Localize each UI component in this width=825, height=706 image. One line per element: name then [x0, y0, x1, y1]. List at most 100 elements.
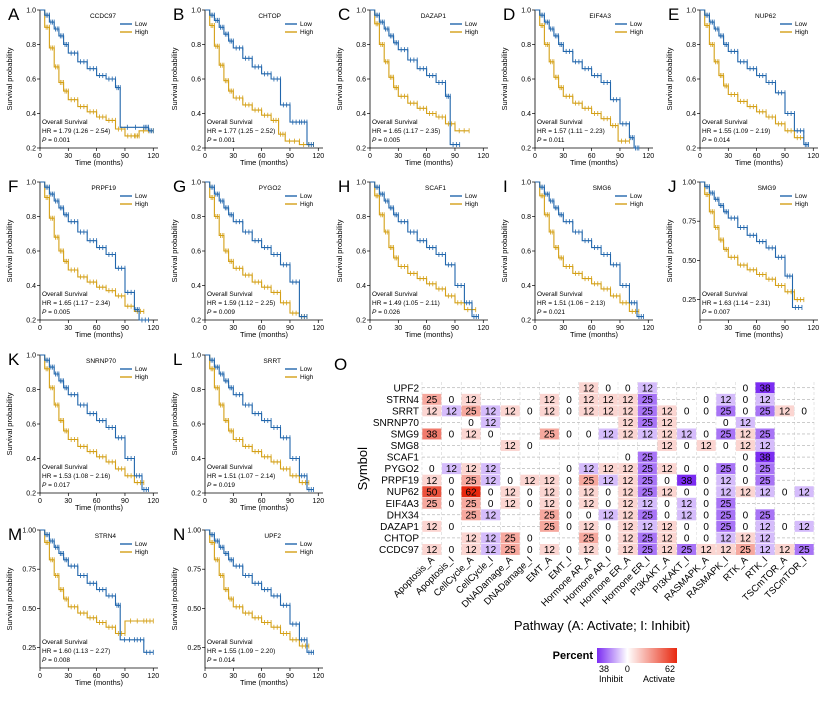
y-tick-label: 0.8 — [356, 214, 366, 221]
low-curve — [40, 181, 149, 321]
heatmap-cell-value: 25 — [759, 476, 771, 487]
x-tick-label: 60 — [423, 325, 431, 332]
heatmap-cell-value: 12 — [583, 395, 595, 406]
legend-high-label: High — [630, 29, 644, 36]
heatmap-cell-value: 25 — [505, 545, 517, 556]
x-tick-label: 90 — [121, 325, 129, 332]
x-axis-label: Time (months) — [75, 678, 124, 687]
legend-high-label: High — [465, 29, 479, 36]
x-tick-label: 60 — [93, 153, 101, 160]
y-tick-label: 1.00 — [187, 528, 201, 535]
x-tick-label: 30 — [64, 673, 72, 680]
y-axis-label: Survival probability — [335, 219, 344, 282]
heatmap-cell — [735, 474, 755, 486]
y-tick-label: 1.00 — [22, 528, 36, 535]
legend-gene-title: CCDC97 — [90, 13, 116, 20]
heatmap-cell-value: 0 — [605, 383, 611, 394]
heatmap-cell-value: 12 — [622, 476, 634, 487]
heatmap-cell — [539, 497, 559, 509]
x-axis-label: Time (months) — [240, 330, 289, 339]
heatmap-cell-value: 0 — [566, 487, 572, 498]
heatmap-cell — [441, 474, 461, 486]
heatmap-cell — [696, 405, 716, 417]
y-tick-label: 0.6 — [191, 77, 201, 84]
heatmap-cell-value: 25 — [465, 499, 477, 510]
heatmap-cell — [520, 532, 540, 544]
heatmap-cell-value: 0 — [566, 406, 572, 417]
heatmap-cell-value: 12 — [583, 464, 595, 475]
low-curve — [205, 354, 314, 491]
legend-gene-title: SRRT — [263, 358, 281, 365]
heatmap-cell-value: 0 — [605, 487, 611, 498]
x-tick-label: 120 — [642, 325, 654, 332]
heatmap-row-label: NUP62 — [387, 487, 420, 498]
heatmap-cell — [755, 474, 775, 486]
heatmap-cell — [461, 532, 481, 544]
heatmap-cell-value: 0 — [684, 464, 690, 475]
y-tick-label: 0.8 — [191, 42, 201, 49]
heatmap-row-label: SRRT — [392, 406, 419, 417]
heatmap-cell-value: 12 — [720, 487, 732, 498]
heatmap-cell-value: 0 — [684, 406, 690, 417]
heatmap-cell — [637, 416, 657, 428]
heatmap-cell-value: 50 — [426, 487, 438, 498]
legend-low-label: Low — [465, 193, 477, 200]
y-tick-label: 0.8 — [356, 42, 366, 49]
p-value-symbol: P — [207, 137, 212, 144]
heatmap-cell — [696, 474, 716, 486]
x-tick-label: 90 — [451, 325, 459, 332]
legend-high-label: High — [300, 201, 314, 208]
heatmap-row-label: PRPF19 — [381, 476, 419, 487]
x-tick-label: 30 — [64, 498, 72, 505]
heatmap-cell — [657, 405, 677, 417]
heatmap-cell — [735, 532, 755, 544]
legend-tick-activate: 62 — [665, 664, 675, 674]
y-tick-label: 0.6 — [191, 422, 201, 429]
legend-gene-title: SMG9 — [758, 185, 777, 192]
panel-letter: A — [8, 5, 20, 24]
heatmap-cell-value: 25 — [720, 510, 732, 521]
heatmap-cell — [618, 463, 638, 475]
legend-high-label: High — [135, 374, 149, 381]
heatmap-row-label: EIF4A3 — [386, 499, 420, 510]
x-tick-label: 90 — [286, 325, 294, 332]
heatmap-cell — [500, 486, 520, 498]
p-value-number: = 0.014 — [706, 137, 730, 144]
heatmap-cell-value: 12 — [661, 430, 673, 441]
heatmap-cell — [539, 405, 559, 417]
heatmap-cell — [598, 463, 618, 475]
legend-gene-title: UPF2 — [264, 533, 281, 540]
heatmap-row-label: CHTOP — [384, 533, 419, 544]
hazard-ratio: HR = 1.60 (1.13 − 2.27) — [42, 648, 110, 655]
km-panel-C: C Survival probability Time (months) 1.0 0.8… — [335, 5, 489, 167]
heatmap-cell-value: 12 — [603, 430, 615, 441]
heatmap-cell-value: 25 — [544, 430, 556, 441]
high-curve — [535, 9, 630, 142]
p-value-symbol: P — [42, 309, 47, 316]
x-tick-label: 60 — [258, 498, 266, 505]
x-axis-label: Time (months) — [405, 330, 454, 339]
hazard-ratio: HR = 1.55 (1.09 − 2.20) — [207, 648, 275, 655]
heatmap-cell — [696, 428, 716, 440]
heatmap-cell-value: 12 — [426, 476, 438, 487]
heatmap-cell-value: 0 — [743, 510, 749, 521]
heatmap-cell — [559, 405, 579, 417]
heatmap-cell-value: 0 — [703, 476, 709, 487]
x-tick-label: 90 — [121, 498, 129, 505]
heatmap-cell — [481, 474, 501, 486]
heatmap-cell-value: 12 — [583, 487, 595, 498]
heatmap-cell-value: 12 — [759, 522, 771, 533]
heatmap-cell-value: 38 — [681, 476, 693, 487]
heatmap-cell — [598, 520, 618, 532]
heatmap-cell — [422, 463, 442, 475]
x-axis-label: Time (months) — [240, 158, 289, 167]
panel-letter: M — [8, 525, 22, 544]
p-value: P = 0.005 — [42, 309, 70, 316]
heatmap-cell — [677, 532, 697, 544]
heatmap-cell-value: 0 — [449, 522, 455, 533]
heatmap-cell — [677, 520, 697, 532]
heatmap-cell — [422, 486, 442, 498]
x-tick-label: 30 — [724, 325, 732, 332]
p-value-symbol: P — [702, 309, 707, 316]
heatmap-cell-value: 25 — [720, 464, 732, 475]
